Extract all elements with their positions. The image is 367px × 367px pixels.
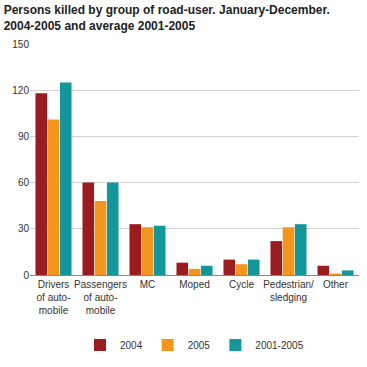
svg-text:2004: 2004 — [120, 340, 143, 351]
svg-text:150: 150 — [12, 39, 29, 50]
svg-text:2005: 2005 — [188, 340, 211, 351]
svg-text:2001-2005: 2001-2005 — [255, 340, 303, 351]
svg-text:Pedestrian/sledging: Pedestrian/sledging — [263, 279, 314, 303]
svg-text:60: 60 — [18, 177, 30, 188]
svg-text:30: 30 — [18, 223, 30, 234]
svg-text:Moped: Moped — [179, 279, 210, 290]
svg-text:120: 120 — [12, 85, 29, 96]
svg-text:Driversof auto-mobile: Driversof auto-mobile — [37, 279, 71, 316]
svg-text:90: 90 — [18, 131, 30, 142]
svg-text:MC: MC — [140, 279, 156, 290]
svg-text:Cycle: Cycle — [229, 279, 254, 290]
svg-text:Passengersof auto-mobile: Passengersof auto-mobile — [74, 279, 127, 316]
svg-text:Persons killed by group of roa: Persons killed by group of road-user. Ja… — [4, 3, 330, 33]
svg-text:0: 0 — [23, 270, 29, 281]
svg-text:Other: Other — [323, 279, 349, 290]
